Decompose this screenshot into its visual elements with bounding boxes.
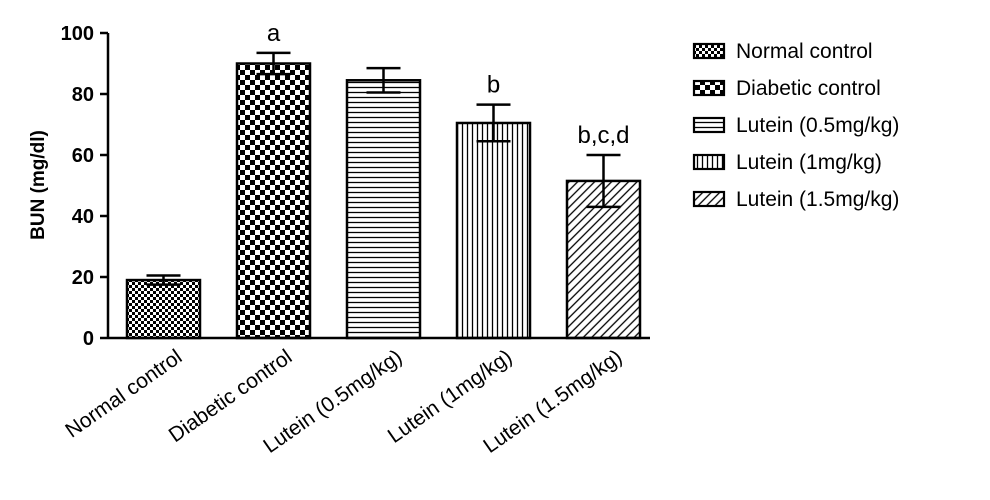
legend-label: Normal control: [736, 40, 873, 63]
legend-swatch: [692, 116, 726, 134]
y-tick-label: 0: [83, 328, 94, 350]
legend-swatch: [692, 190, 726, 208]
legend-label: Lutein (1mg/kg): [736, 151, 882, 174]
error-bar: [146, 274, 181, 286]
error-bar: [256, 51, 291, 76]
y-tick-label: 40: [72, 206, 94, 228]
bars: a b b,c,d: [125, 20, 642, 340]
legend-label: Lutein (0.5mg/kg): [736, 114, 899, 137]
error-bar: [366, 66, 401, 94]
significance-label: b: [487, 72, 500, 99]
legend-label: Diabetic control: [736, 77, 881, 100]
y-axis: 0 20 40 60 80 100: [61, 23, 110, 350]
y-tick-label: 20: [72, 267, 94, 289]
significance-label: a: [267, 20, 281, 47]
bar: [125, 278, 202, 340]
significance-label: b,c,d: [577, 122, 629, 149]
bar: [455, 121, 532, 340]
legend-swatch: [692, 42, 726, 60]
y-tick-label: 80: [72, 84, 94, 106]
error-bar: [586, 153, 621, 209]
error-bar: [476, 103, 511, 143]
y-tick-label: 100: [61, 23, 94, 45]
bar: [345, 79, 422, 340]
bar: [235, 62, 312, 340]
y-tick-label: 60: [72, 145, 94, 167]
legend: Normal control Diabetic control Lutein (0.…: [692, 40, 899, 211]
legend-swatch: [692, 79, 726, 97]
legend-label: Lutein (1.5mg/kg): [736, 188, 899, 211]
legend-swatch: [692, 153, 726, 171]
y-axis-title: BUN (mg/dl): [28, 130, 49, 240]
